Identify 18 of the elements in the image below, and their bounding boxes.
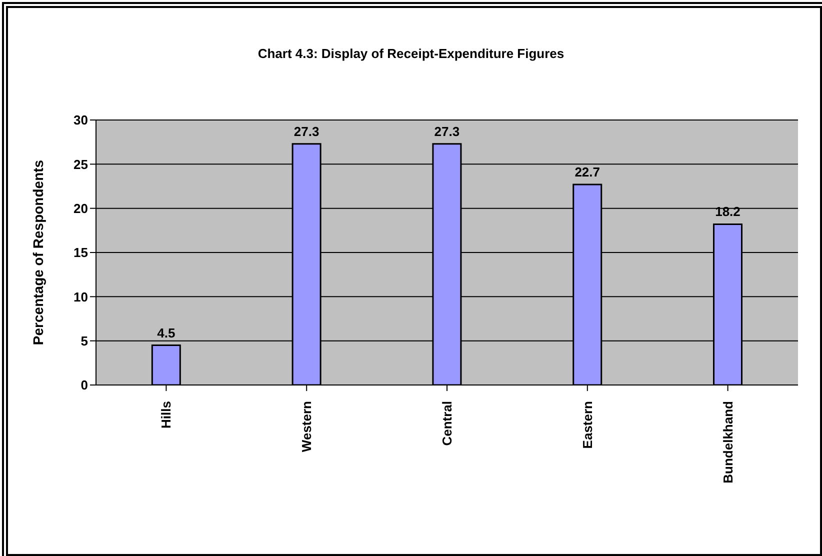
y-tick-label: 15 [74,245,88,260]
y-tick-label: 25 [74,156,88,172]
x-tick-label: Central [440,401,454,446]
chart-title: Chart 4.3: Display of Receipt-Expenditure Figures [256,46,566,61]
x-tick-label: Bundelkhand [720,400,736,484]
y-tick-label: 5 [80,333,88,348]
data-label: 4.5 [157,325,176,340]
x-tick-label: Hills [158,401,174,428]
y-axis-title: Percentage of Respondents [30,160,46,346]
data-label: 22.7 [574,164,600,180]
data-label: 27.3 [294,124,320,139]
y-tick-label: 20 [74,200,88,216]
data-label: 27.3 [434,124,460,139]
y-tick-label: 0 [80,378,88,393]
y-tick-label: 30 [74,112,88,128]
x-tick-label: Eastern [580,400,595,449]
x-tick-label: Western [299,400,314,452]
y-tick-label: 10 [74,289,88,304]
